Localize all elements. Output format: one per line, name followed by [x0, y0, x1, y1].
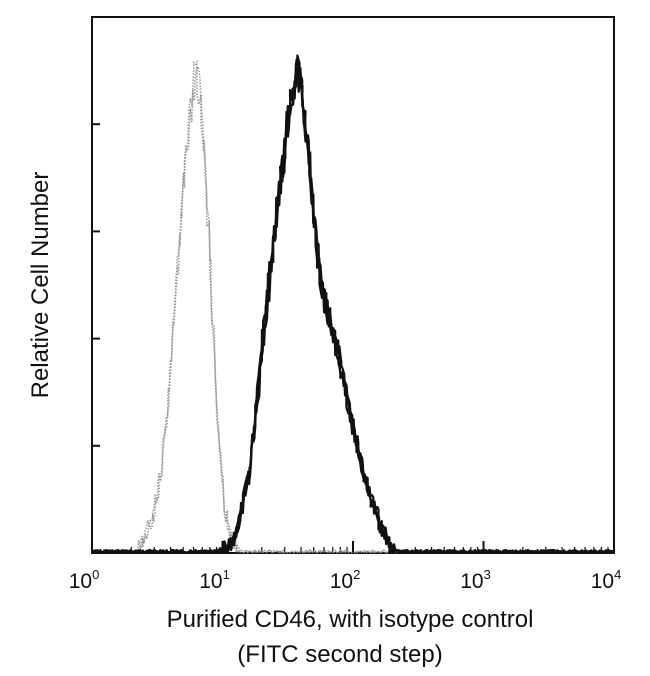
y-axis-ticks [92, 123, 100, 447]
x-tick-label: 103 [460, 567, 491, 593]
x-tick-label: 101 [199, 567, 230, 593]
series-layer [90, 54, 616, 554]
series-2-line [90, 54, 615, 554]
x-axis-tick-labels: 100 101 102 103 104 [69, 567, 622, 593]
series-2-line [91, 57, 615, 554]
x-tick-label: 104 [591, 567, 622, 593]
series-1-trace [91, 60, 615, 554]
plot-frame [91, 16, 615, 554]
series-1-line [92, 60, 615, 554]
x-tick-label: 100 [69, 567, 100, 593]
x-axis-title-line-1: Purified CD46, with isotype control [167, 606, 534, 633]
series-2-line [90, 58, 616, 554]
series-1-line [91, 65, 615, 554]
series-2-trace [90, 54, 616, 554]
y-axis-title: Relative Cell Number [27, 172, 54, 399]
x-axis-title-line-2: (FITC second step) [237, 641, 442, 668]
x-tick-label: 102 [330, 567, 361, 593]
